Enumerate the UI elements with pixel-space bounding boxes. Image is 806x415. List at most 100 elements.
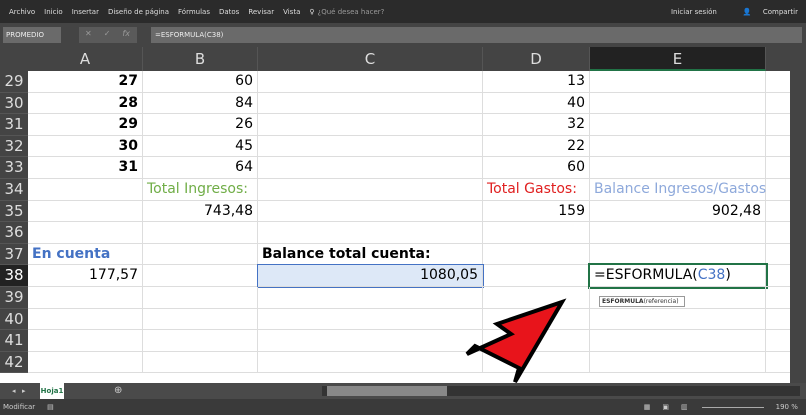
cell-E32[interactable] [590, 135, 766, 158]
cell-E42[interactable] [590, 351, 766, 374]
cell-A29[interactable]: 27 [28, 71, 143, 93]
scroll-tabs-left[interactable]: ◂ [12, 387, 16, 395]
row-header-30[interactable]: 30 [0, 92, 28, 115]
cell-D39[interactable] [483, 287, 590, 309]
cell-A40[interactable] [28, 308, 143, 331]
cell-C39[interactable] [258, 287, 483, 309]
cell-E33[interactable] [590, 157, 766, 179]
menu-revisar[interactable]: Revisar [248, 7, 275, 16]
row-header-37[interactable]: 37 [0, 243, 28, 266]
row-header-34[interactable]: 34 [0, 179, 28, 201]
menu-formulas[interactable]: Fórmulas [178, 7, 210, 16]
page-layout-icon[interactable]: ▣ [662, 403, 670, 411]
cell-D30[interactable]: 40 [483, 92, 590, 115]
column-header-A[interactable]: A [28, 47, 143, 71]
cell-C34[interactable] [258, 179, 483, 201]
cell-F42[interactable] [766, 352, 790, 374]
cell-E41[interactable] [590, 330, 766, 352]
cell-D34[interactable]: Total Gastos: [483, 179, 590, 201]
cell-F29[interactable] [766, 71, 790, 93]
cell-A33[interactable]: 31 [28, 157, 143, 179]
page-break-icon[interactable]: ▥ [681, 403, 688, 411]
menu-diseno[interactable]: Diseño de página [107, 7, 170, 16]
select-all-corner[interactable] [0, 47, 28, 71]
cell-A37[interactable]: En cuenta [28, 243, 143, 266]
cell-F30[interactable] [766, 93, 790, 115]
row-header-36[interactable]: 36 [0, 222, 28, 244]
menu-insertar[interactable]: Insertar [71, 7, 99, 16]
cell-D42[interactable] [483, 351, 590, 374]
cell-B38[interactable] [143, 265, 258, 287]
cell-B30[interactable]: 84 [143, 92, 258, 115]
name-box[interactable]: PROMEDIO [3, 27, 61, 43]
cell-B32[interactable]: 45 [143, 135, 258, 158]
cell-E37[interactable] [590, 243, 766, 266]
row-header-42[interactable]: 42 [0, 351, 28, 374]
cell-D41[interactable] [483, 330, 590, 352]
row-header-35[interactable]: 35 [0, 200, 28, 223]
row-header-38[interactable]: 38 [0, 265, 28, 287]
cell-D31[interactable]: 32 [483, 114, 590, 136]
horizontal-scrollbar[interactable] [322, 386, 800, 396]
cell-D38[interactable] [483, 265, 590, 287]
cell-F31[interactable] [766, 114, 790, 136]
sheet-tab-hoja1[interactable]: Hoja1 [40, 383, 64, 399]
column-header-B[interactable]: B [143, 47, 258, 71]
row-header-39[interactable]: 39 [0, 287, 28, 309]
cell-E35[interactable]: 902,48 [590, 200, 766, 223]
column-header-D[interactable]: D [483, 47, 590, 71]
cell-C42[interactable] [258, 351, 483, 374]
cell-F35[interactable] [766, 201, 790, 223]
cell-A39[interactable] [28, 287, 143, 309]
cell-D33[interactable]: 60 [483, 157, 590, 179]
share-button[interactable]: 👤 Compartir [742, 7, 798, 16]
cell-C30[interactable] [258, 92, 483, 115]
insert-function-icon[interactable]: fx [122, 29, 130, 38]
row-header-29[interactable]: 29 [0, 71, 28, 93]
normal-view-icon[interactable]: ▦ [643, 403, 651, 411]
add-sheet-icon[interactable]: ⊕ [114, 385, 123, 396]
cell-E36[interactable] [590, 222, 766, 244]
menu-archivo[interactable]: Archivo [9, 7, 36, 16]
cell-F37[interactable] [766, 244, 790, 266]
cell-E29[interactable] [590, 71, 766, 93]
cell-B42[interactable] [143, 351, 258, 374]
cell-E34[interactable]: Balance Ingresos/Gastos [590, 179, 766, 201]
column-header-C[interactable]: C [258, 47, 483, 71]
menu-vista[interactable]: Vista [283, 7, 301, 16]
zoom-slider[interactable] [701, 406, 764, 408]
cell-E31[interactable] [590, 114, 766, 136]
cell-B36[interactable] [143, 222, 258, 244]
cell-D35[interactable]: 159 [483, 200, 590, 223]
cell-D32[interactable]: 22 [483, 135, 590, 158]
cell-E39[interactable] [590, 287, 766, 309]
cell-F33[interactable] [766, 157, 790, 179]
cell-C32[interactable] [258, 135, 483, 158]
cell-F34[interactable] [766, 179, 790, 201]
cell-B40[interactable] [143, 308, 258, 331]
cell-B35[interactable]: 743,48 [143, 200, 258, 223]
cell-B31[interactable]: 26 [143, 114, 258, 136]
menu-datos[interactable]: Datos [218, 7, 240, 16]
cell-B34[interactable]: Total Ingresos: [143, 179, 258, 201]
cell-F41[interactable] [766, 330, 790, 352]
scroll-tabs-right[interactable]: ▸ [22, 387, 26, 395]
cell-F40[interactable] [766, 309, 790, 331]
cell-A34[interactable] [28, 179, 143, 201]
cell-C40[interactable] [258, 308, 483, 331]
formula-input[interactable]: =ESFORMULA(C38) [151, 27, 802, 43]
tell-me-search[interactable]: ¿Qué desea hacer? [317, 7, 385, 16]
cell-A35[interactable] [28, 200, 143, 223]
cancel-icon[interactable]: ✕ [85, 29, 92, 38]
cell-A30[interactable]: 28 [28, 92, 143, 115]
row-header-41[interactable]: 41 [0, 330, 28, 352]
cell-F39[interactable] [766, 287, 790, 309]
cell-C33[interactable] [258, 157, 483, 179]
row-header-40[interactable]: 40 [0, 308, 28, 331]
row-header-33[interactable]: 33 [0, 157, 28, 179]
menu-inicio[interactable]: Inicio [44, 7, 63, 16]
cell-E40[interactable] [590, 308, 766, 331]
cell-A32[interactable]: 30 [28, 135, 143, 158]
cell-B33[interactable]: 64 [143, 157, 258, 179]
cell-C37[interactable]: Balance total cuenta: [258, 243, 483, 266]
